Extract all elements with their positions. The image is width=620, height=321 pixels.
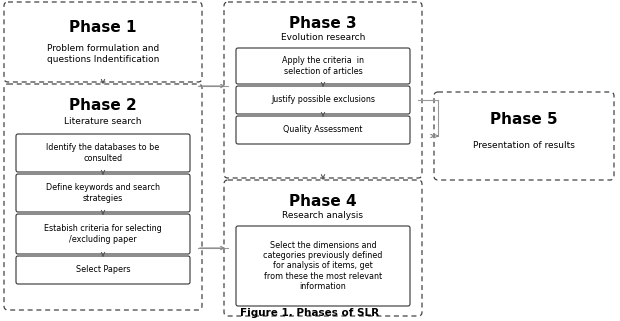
FancyBboxPatch shape — [236, 86, 410, 114]
Text: Phase 2: Phase 2 — [69, 99, 137, 114]
Text: Quality Assessment: Quality Assessment — [283, 126, 363, 134]
Text: Phase 1: Phase 1 — [69, 21, 137, 36]
Text: Problem formulation and
questions Indentification: Problem formulation and questions Indent… — [47, 44, 159, 64]
FancyBboxPatch shape — [224, 2, 422, 178]
Text: Define keywords and search
strategies: Define keywords and search strategies — [46, 183, 160, 203]
FancyBboxPatch shape — [4, 2, 202, 82]
Text: Phase 4: Phase 4 — [289, 195, 357, 210]
Text: Select Papers: Select Papers — [76, 265, 130, 274]
Text: Presentation of results: Presentation of results — [473, 142, 575, 151]
Text: Apply the criteria  in
selection of articles: Apply the criteria in selection of artic… — [282, 56, 364, 76]
FancyBboxPatch shape — [236, 48, 410, 84]
FancyBboxPatch shape — [16, 134, 190, 172]
Text: Justify possible exclusions: Justify possible exclusions — [271, 96, 375, 105]
FancyBboxPatch shape — [224, 180, 422, 316]
Text: Phase 3: Phase 3 — [289, 16, 357, 31]
FancyBboxPatch shape — [236, 116, 410, 144]
Text: Evolution research: Evolution research — [281, 33, 365, 42]
FancyBboxPatch shape — [4, 84, 202, 310]
Text: Figure 1. Phases of SLR: Figure 1. Phases of SLR — [241, 308, 379, 318]
FancyBboxPatch shape — [434, 92, 614, 180]
FancyBboxPatch shape — [16, 214, 190, 254]
FancyBboxPatch shape — [16, 256, 190, 284]
Text: Select the dimensions and
categories previously defined
for analysis of items, g: Select the dimensions and categories pre… — [264, 241, 383, 291]
Text: Literature search: Literature search — [64, 117, 142, 126]
Text: Identify the databases to be
consulted: Identify the databases to be consulted — [46, 143, 159, 163]
FancyBboxPatch shape — [236, 226, 410, 306]
Text: Estabish criteria for selecting
/excluding paper: Estabish criteria for selecting /excludi… — [44, 224, 162, 244]
Text: Research analysis: Research analysis — [283, 212, 363, 221]
Text: Phase 5: Phase 5 — [490, 112, 558, 127]
FancyBboxPatch shape — [16, 174, 190, 212]
